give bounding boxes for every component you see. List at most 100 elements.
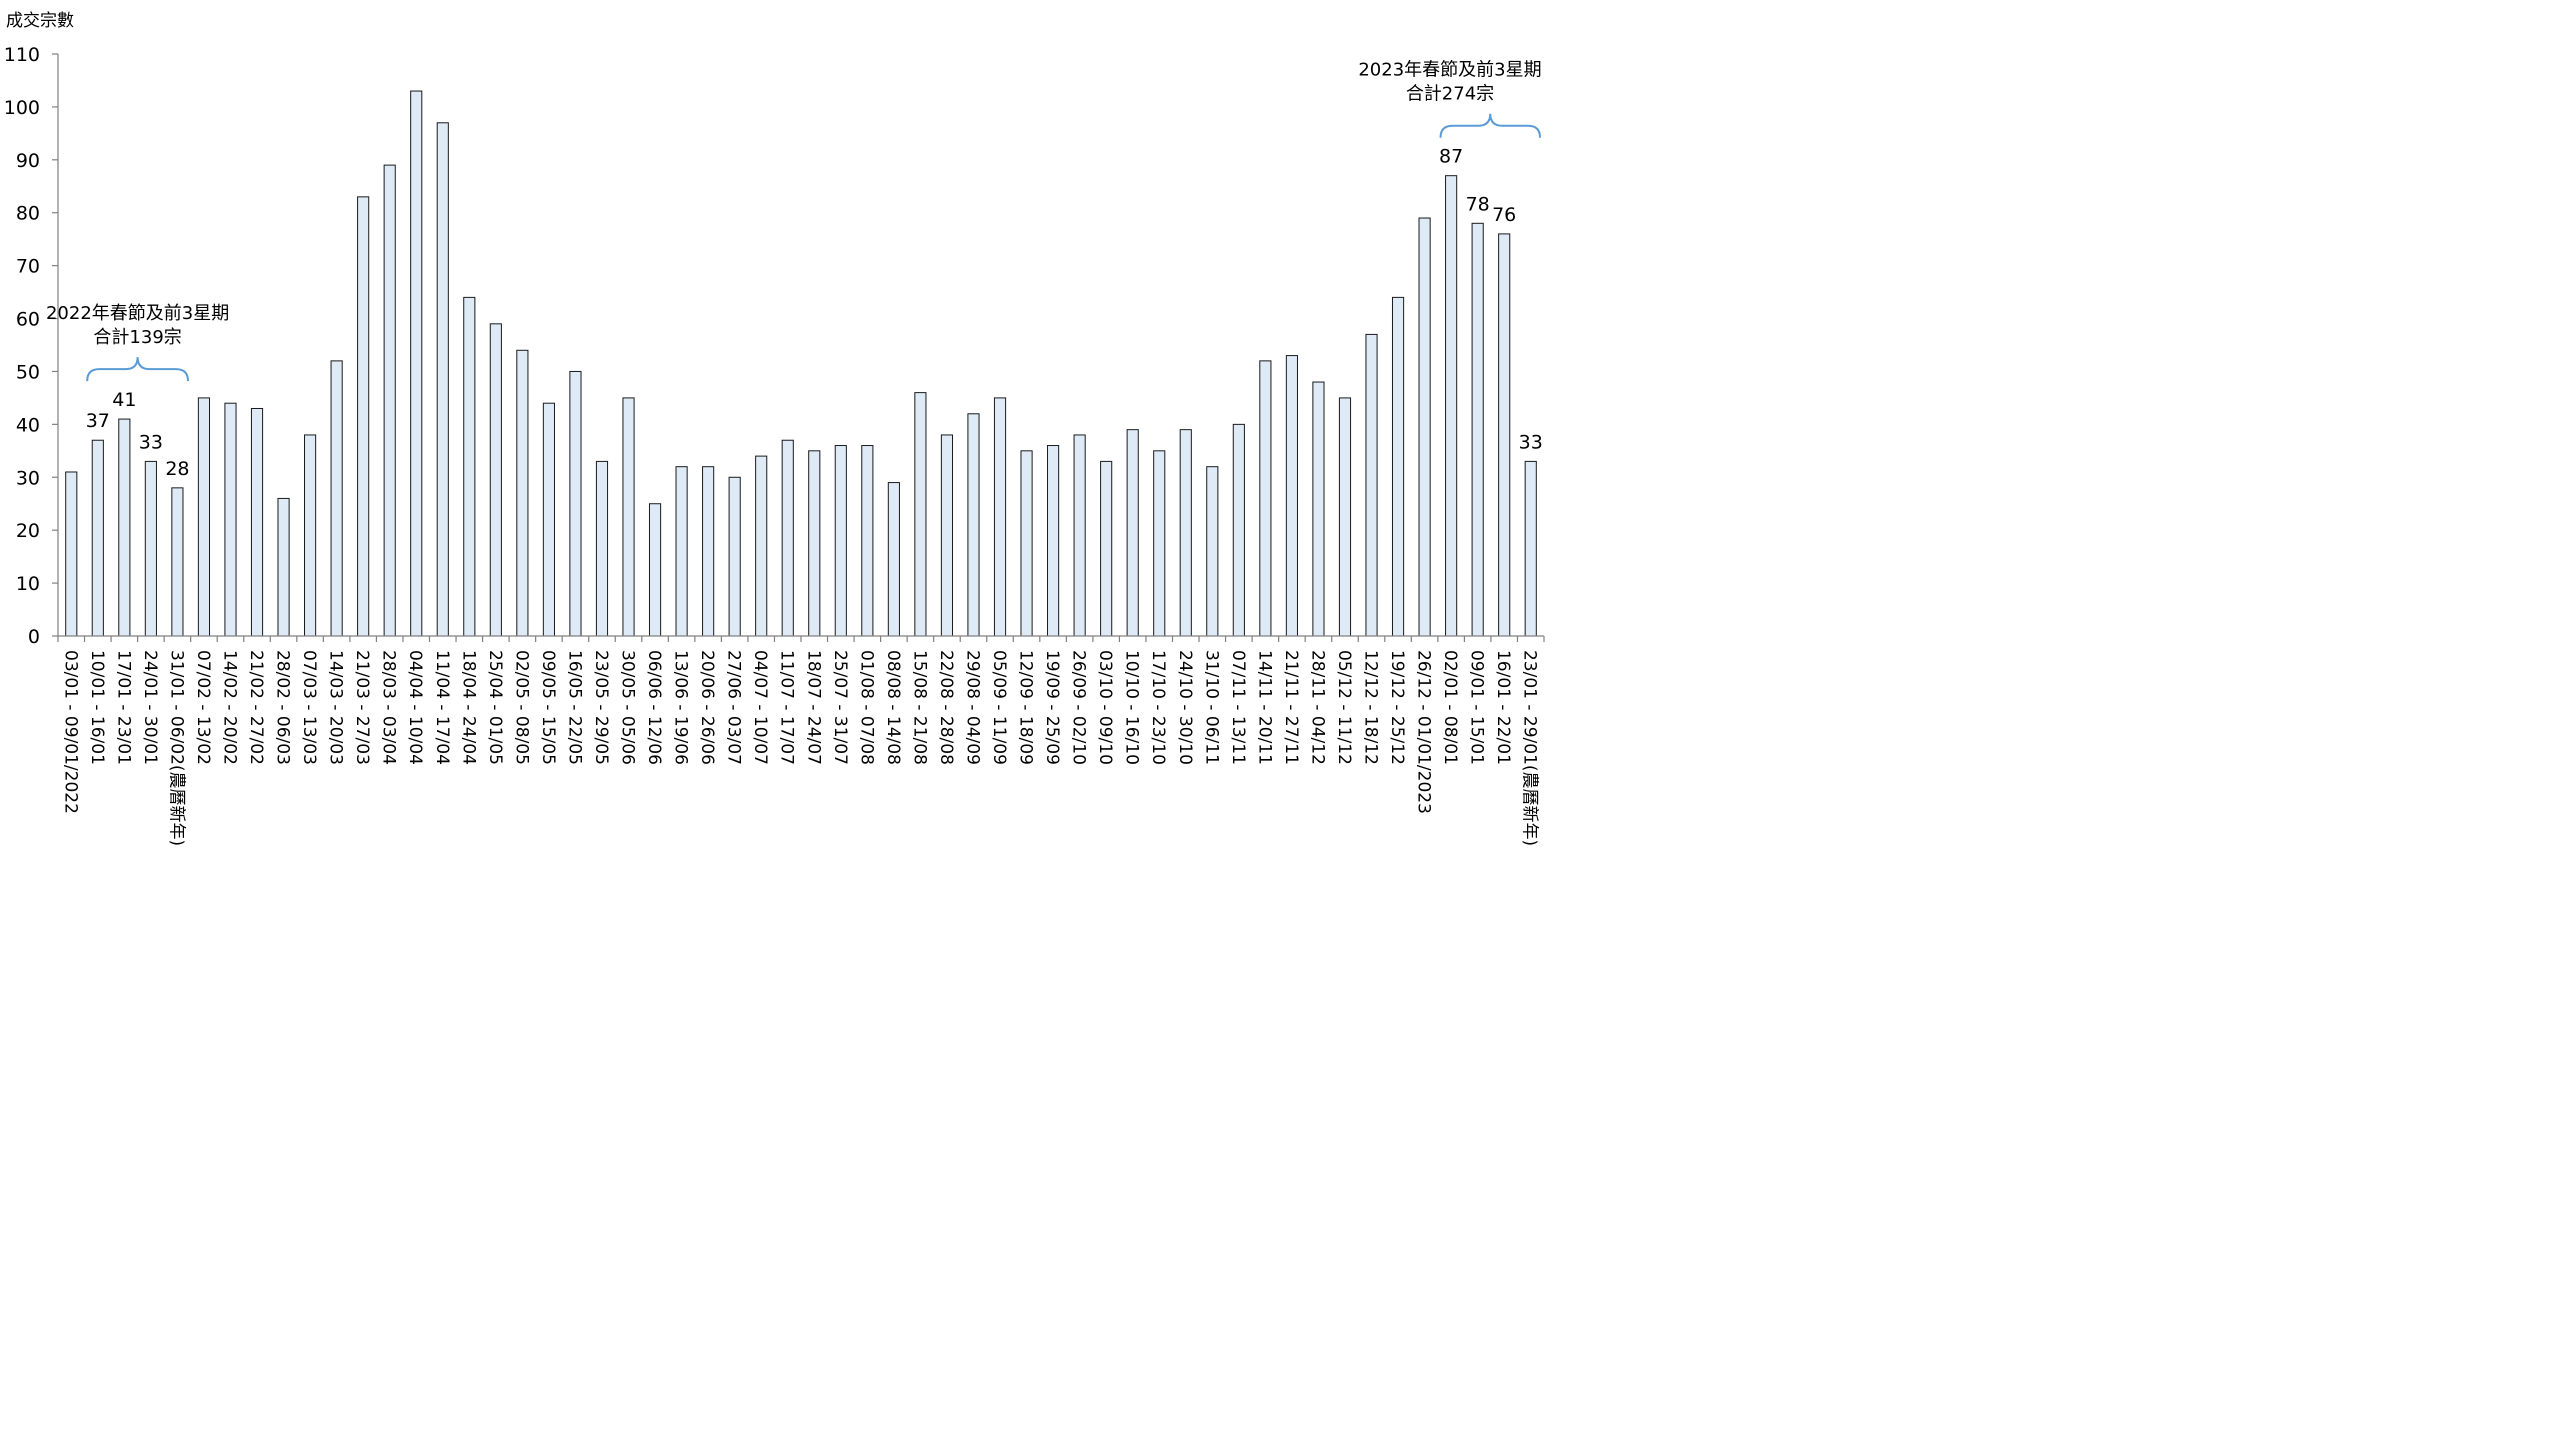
x-category-label: 21/03 - 27/03 (352, 650, 372, 765)
x-category-label: 12/12 - 18/12 (1361, 650, 1381, 765)
x-category-label: 08/08 - 14/08 (883, 650, 903, 765)
data-label: 28 (165, 458, 189, 480)
x-category-label: 26/09 - 02/10 (1069, 650, 1089, 765)
x-category-label: 07/02 - 13/02 (193, 650, 213, 765)
bar-53 (1445, 175, 1458, 637)
y-tick-label: 90 (16, 150, 40, 172)
x-category-label: 18/04 - 24/04 (458, 650, 478, 765)
bar-51 (1391, 296, 1405, 637)
bar-9 (277, 497, 290, 637)
annotation-brace (1439, 113, 1541, 138)
data-label: 33 (1519, 431, 1543, 453)
x-category-label: 11/04 - 17/04 (432, 650, 452, 765)
y-tick-label: 80 (16, 203, 40, 225)
bar-28 (781, 439, 794, 637)
x-category-label: 13/06 - 19/06 (671, 650, 691, 765)
x-category-label: 21/02 - 27/02 (246, 650, 266, 765)
x-category-label: 10/10 - 16/10 (1122, 650, 1142, 765)
bar-4 (144, 460, 157, 637)
bar-42 (1153, 450, 1166, 637)
bar-44 (1206, 466, 1219, 637)
data-label: 41 (112, 389, 136, 411)
x-category-label: 14/02 - 20/02 (219, 650, 239, 765)
bar-20 (569, 370, 582, 637)
bar-15 (436, 122, 449, 637)
x-category-label: 18/07 - 24/07 (803, 650, 823, 765)
x-category-label: 11/07 - 17/07 (777, 650, 797, 765)
x-category-label: 24/10 - 30/10 (1175, 650, 1195, 765)
x-category-label: 05/12 - 11/12 (1334, 650, 1354, 765)
x-category-label: 30/05 - 05/06 (618, 650, 638, 765)
bar-19 (542, 402, 555, 637)
annotation-line-1: 2023年春節及前3星期 (1358, 60, 1541, 81)
data-label: 33 (139, 431, 163, 453)
x-category-label: 31/01 - 06/02(農曆新年) (166, 650, 186, 846)
x-category-label: 16/01 - 22/01 (1493, 650, 1513, 765)
x-category-label: 04/07 - 10/07 (750, 650, 770, 765)
annotation-line-2: 合計274宗 (1406, 84, 1494, 105)
bar-22 (622, 397, 635, 637)
x-category-label: 09/05 - 15/05 (538, 650, 558, 765)
bars (65, 90, 1537, 637)
y-tick-label: 100 (4, 97, 40, 119)
x-category-label: 20/06 - 26/06 (697, 650, 717, 765)
weekly-transactions-bar-chart: 成交宗數 0 10 20 30 40 50 60 70 80 90 100 110 03/01 - 0… (4, 11, 1545, 846)
x-category-label: 17/10 - 23/10 (1148, 650, 1168, 765)
x-category-label: 28/11 - 04/12 (1307, 650, 1327, 765)
x-category-label: 15/08 - 21/08 (909, 650, 929, 765)
x-category-label: 06/06 - 12/06 (644, 650, 664, 765)
bar-50 (1365, 333, 1378, 637)
x-category-label: 19/12 - 25/12 (1387, 650, 1407, 765)
bar-39 (1073, 434, 1086, 637)
bar-48 (1312, 381, 1325, 637)
x-category-label: 31/10 - 06/11 (1201, 650, 1221, 765)
bar-23 (648, 503, 662, 637)
bar-11 (330, 360, 343, 637)
bar-6 (197, 397, 211, 637)
x-category-label: 24/01 - 30/01 (140, 650, 160, 765)
bar-21 (595, 460, 609, 637)
x-axis-labels: 03/01 - 09/01/2022 10/01 - 16/01 17/01 - 2… (57, 636, 1545, 846)
x-category-label: 12/09 - 18/09 (1016, 650, 1036, 765)
bar-16 (463, 296, 476, 637)
bar-31 (861, 445, 874, 637)
bar-45 (1232, 423, 1245, 637)
x-category-label: 28/02 - 06/03 (273, 650, 293, 765)
x-category-label: 17/01 - 23/01 (113, 650, 133, 765)
bar-33 (914, 392, 927, 637)
bar-17 (489, 323, 502, 637)
y-tick-label: 20 (16, 520, 40, 542)
x-category-label: 28/03 - 03/04 (379, 650, 399, 765)
bar-10 (304, 434, 317, 637)
y-axis-title: 成交宗數 (6, 11, 74, 31)
x-category-label: 05/09 - 11/09 (989, 650, 1009, 765)
y-tick-label: 60 (16, 309, 40, 331)
bar-25 (702, 466, 715, 637)
bar-5 (171, 487, 184, 637)
y-tick-label: 110 (4, 44, 40, 66)
bar-13 (383, 164, 396, 637)
annotation-line-2: 合計139宗 (93, 327, 181, 348)
x-category-label: 03/01 - 09/01/2022 (60, 650, 80, 814)
x-category-label: 14/03 - 20/03 (326, 650, 346, 765)
bar-47 (1285, 355, 1298, 637)
bar-43 (1179, 429, 1192, 637)
bar-1 (65, 471, 78, 637)
bar-54 (1471, 222, 1484, 637)
x-category-label: 29/08 - 04/09 (962, 650, 982, 765)
x-category-label: 07/03 - 13/03 (299, 650, 319, 765)
bar-29 (808, 450, 821, 637)
x-category-label: 25/04 - 01/05 (485, 650, 505, 765)
bar-7 (224, 402, 237, 637)
data-label: 87 (1439, 146, 1463, 168)
x-category-label: 19/09 - 25/09 (1042, 650, 1062, 765)
x-category-label: 27/06 - 03/07 (724, 650, 744, 765)
bar-3 (118, 418, 131, 637)
x-category-label: 21/11 - 27/11 (1281, 650, 1301, 765)
bar-36 (993, 397, 1007, 637)
bar-30 (834, 445, 847, 637)
y-tick-label: 40 (16, 414, 40, 436)
y-axis-ticks: 0 10 20 30 40 50 60 70 80 90 100 110 (4, 44, 58, 648)
